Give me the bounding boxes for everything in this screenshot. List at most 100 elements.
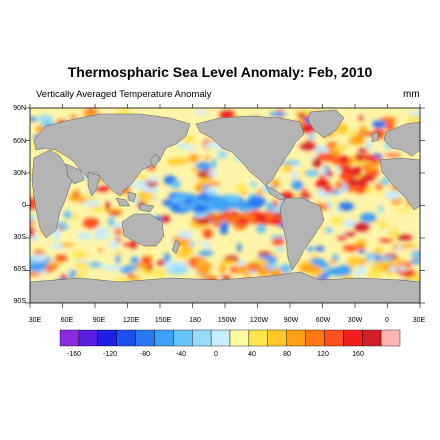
- anomaly-patch: [226, 215, 240, 223]
- anomaly-patch: [265, 201, 276, 213]
- colorbar-swatch: [286, 329, 306, 347]
- colorbar-label: 80: [283, 351, 291, 358]
- anomaly-patch: [396, 244, 403, 251]
- map-title: Thermospharic Sea Level Anomaly: Feb, 20…: [67, 64, 373, 80]
- anomaly-patch: [60, 243, 74, 247]
- anomaly-patch: [229, 194, 241, 204]
- anomaly-patch: [315, 179, 330, 189]
- anomaly-patch: [93, 230, 110, 240]
- anomaly-patch: [177, 230, 194, 239]
- lon-label-150e: 150E: [154, 317, 172, 324]
- anomaly-patch: [122, 242, 140, 247]
- anomaly-patch: [379, 221, 389, 229]
- anomaly-patch: [203, 142, 222, 149]
- anomaly-patch: [268, 262, 280, 269]
- central-america: [265, 185, 287, 201]
- anomaly-patch: [291, 180, 304, 191]
- anomaly-patch: [308, 130, 315, 142]
- anomaly-patch: [273, 199, 278, 208]
- colorbar-swatch: [116, 329, 136, 347]
- colorbar-swatch: [78, 329, 98, 347]
- anomaly-patch: [116, 254, 121, 264]
- anomaly-patch: [141, 255, 153, 265]
- anomaly-patch: [55, 254, 68, 262]
- anomaly-patch: [195, 182, 204, 193]
- anomaly-patch: [233, 222, 247, 230]
- eurasia: [33, 113, 191, 197]
- land-masses: [30, 109, 420, 303]
- anomaly-patch: [396, 234, 413, 241]
- africa: [31, 149, 75, 239]
- anomaly-patch: [388, 228, 399, 239]
- anomaly-patch: [126, 275, 140, 281]
- anomaly-patch: [285, 160, 300, 165]
- anomaly-patch: [378, 205, 384, 214]
- borneo: [127, 191, 137, 203]
- anomaly-patch: [44, 264, 54, 274]
- lat-label-60n: 60N: [13, 138, 26, 145]
- anomaly-patch: [271, 238, 285, 246]
- anomaly-patch: [246, 197, 267, 205]
- anomaly-patch: [378, 238, 394, 243]
- anomaly-patch: [299, 143, 317, 151]
- anomaly-patch: [375, 183, 383, 191]
- anomaly-patch: [294, 263, 303, 267]
- anomaly-patch: [270, 217, 283, 225]
- anomaly-patch: [130, 256, 140, 265]
- anomaly-patch: [195, 161, 211, 171]
- anomaly-patch: [207, 170, 219, 177]
- anomaly-patch: [105, 201, 110, 212]
- north-america: [195, 115, 305, 187]
- anomaly-patch: [256, 224, 267, 234]
- anomaly-patch: [219, 264, 226, 274]
- anomaly-patch: [240, 213, 257, 220]
- anomaly-patch: [321, 168, 327, 174]
- anomaly-patch: [341, 219, 358, 228]
- lat-label-30s: 30S: [13, 234, 26, 241]
- anomaly-patch: [195, 263, 212, 269]
- anomaly-patch: [329, 259, 337, 264]
- anomaly-patch: [188, 154, 199, 163]
- anomaly-patch: [30, 214, 35, 222]
- colorbar-label: -40: [175, 351, 187, 358]
- anomaly-patch: [340, 172, 353, 181]
- anomaly-patch: [195, 218, 211, 225]
- anomaly-patch: [82, 217, 100, 229]
- anomaly-patch: [183, 134, 195, 145]
- anomaly-patch: [166, 158, 182, 166]
- anomaly-patch: [163, 252, 171, 264]
- lat-label-60s: 60S: [13, 266, 26, 273]
- lon-label-90w: 90W: [283, 317, 299, 324]
- colorbar-swatch: [97, 329, 117, 347]
- lat-label-30n: 30N: [13, 170, 26, 177]
- anomaly-patch: [237, 243, 242, 253]
- anomaly-patch: [108, 240, 120, 249]
- colorbar-swatch: [192, 329, 212, 347]
- map-subtitle: Vertically Averaged Temperature Anomaly: [36, 89, 212, 100]
- units-label: mm: [403, 89, 420, 100]
- anomaly-patch: [270, 235, 286, 240]
- anomaly-patch: [337, 235, 347, 241]
- lon-label-30w: 30W: [347, 317, 363, 324]
- anomaly-patch: [372, 120, 387, 129]
- anomaly-patch: [220, 259, 238, 265]
- australia: [121, 213, 165, 247]
- anomaly-patch: [198, 250, 214, 256]
- anomaly-patch: [70, 114, 77, 120]
- colorbar-swatch: [380, 329, 401, 347]
- antarctica: [30, 271, 420, 303]
- anomaly-patch: [156, 269, 167, 278]
- anomaly-patch: [347, 256, 362, 267]
- anomaly-patch: [382, 256, 394, 262]
- anomaly-patch: [192, 216, 199, 221]
- colorbar-label: 40: [248, 351, 256, 358]
- anomaly-patch: [337, 264, 352, 275]
- anomaly-patch: [219, 221, 229, 230]
- lon-label-30e: 30E: [28, 317, 42, 324]
- anomaly-patch: [357, 148, 369, 153]
- south-america: [279, 197, 325, 271]
- india: [87, 171, 101, 197]
- lon-label-120w: 120W: [249, 317, 269, 324]
- anomaly-patch: [225, 201, 246, 209]
- colorbar: [59, 329, 401, 347]
